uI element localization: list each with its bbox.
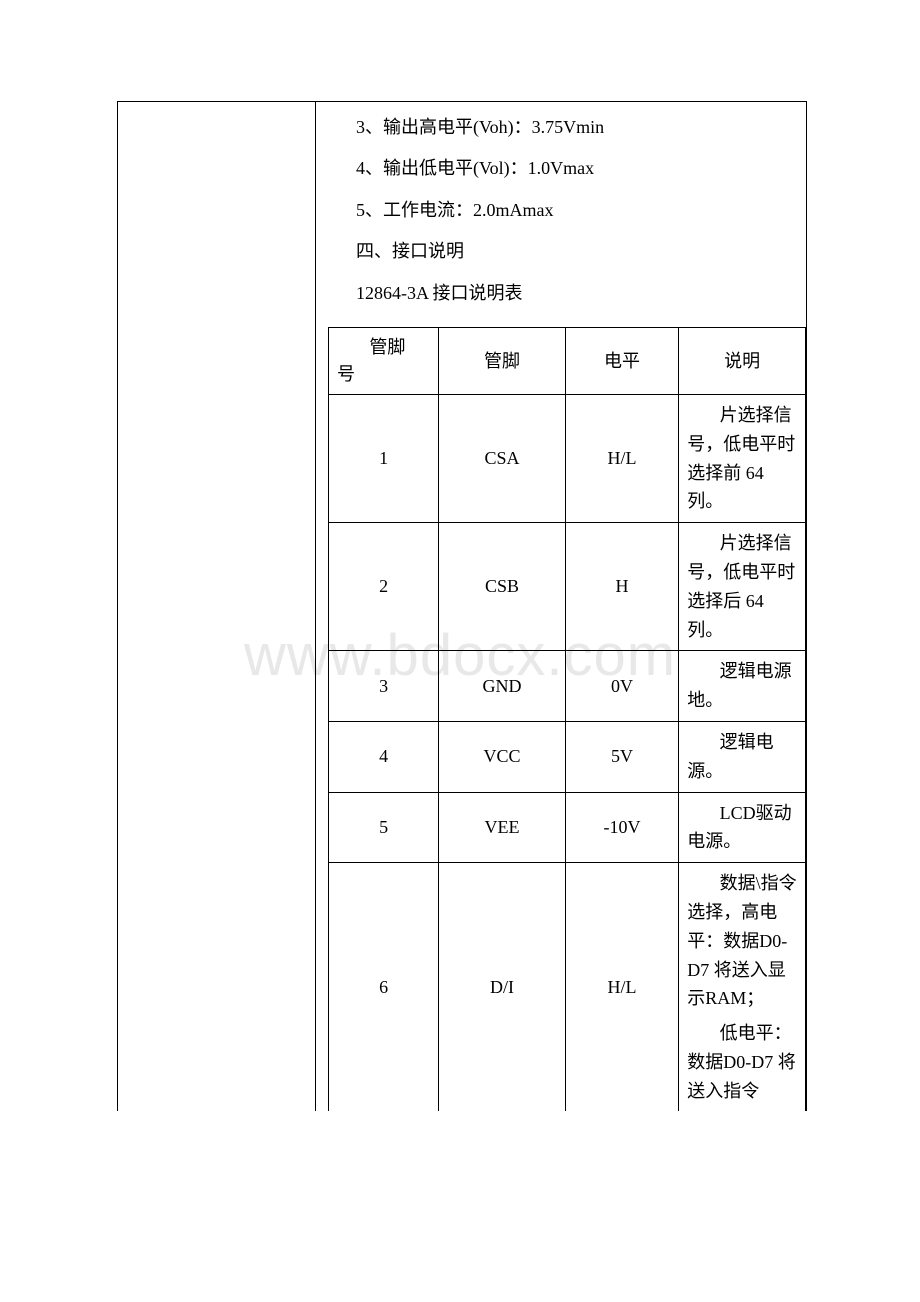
table-row: 6 D/I H/L 数据\指令选择，高电平：数据D0-D7 将送入显示RAM； … bbox=[329, 863, 806, 1112]
cell-pin-name: VCC bbox=[439, 721, 566, 792]
header-pin-no-line1: 管脚 bbox=[337, 334, 430, 361]
section-4-title: 四、接口说明 bbox=[356, 231, 806, 272]
desc-text: 逻辑电源地。 bbox=[687, 657, 797, 715]
cell-desc: LCD驱动电源。 bbox=[679, 792, 806, 863]
cell-level: 0V bbox=[565, 651, 678, 722]
cell-level: H bbox=[565, 523, 678, 651]
table-row: 4 VCC 5V 逻辑电源。 bbox=[329, 721, 806, 792]
cell-desc: 逻辑电源。 bbox=[679, 721, 806, 792]
cell-pin-name: GND bbox=[439, 651, 566, 722]
spec-line-current: 5、工作电流：2.0mAmax bbox=[356, 190, 806, 231]
table-row: 2 CSB H 片选择信号，低电平时选择后 64列。 bbox=[329, 523, 806, 651]
table-row: 1 CSA H/L 片选择信号，低电平时选择前 64列。 bbox=[329, 394, 806, 522]
table-header-row: 管脚 号 管脚 电平 说明 bbox=[329, 327, 806, 394]
cell-pin-no: 2 bbox=[329, 523, 439, 651]
cell-pin-no: 6 bbox=[329, 863, 439, 1112]
cell-level: -10V bbox=[565, 792, 678, 863]
interface-spec-table: 管脚 号 管脚 电平 说明 1 CSA H/L 片选择信号，低电平时选择前 64… bbox=[328, 327, 806, 1112]
cell-level: H/L bbox=[565, 863, 678, 1112]
outer-right-cell: 3、输出高电平(Voh)：3.75Vmin 4、输出低电平(Vol)：1.0Vm… bbox=[316, 102, 807, 1112]
cell-desc: 数据\指令选择，高电平：数据D0-D7 将送入显示RAM； 低电平：数据D0-D… bbox=[679, 863, 806, 1112]
interface-table-title: 12864-3A 接口说明表 bbox=[356, 273, 806, 314]
desc-text: 片选择信号，低电平时选择后 64列。 bbox=[687, 529, 797, 644]
table-row: 5 VEE -10V LCD驱动电源。 bbox=[329, 792, 806, 863]
spec-line-voh: 3、输出高电平(Voh)：3.75Vmin bbox=[356, 107, 806, 148]
cell-pin-name: CSA bbox=[439, 394, 566, 522]
desc-text-p2: 低电平：数据D0-D7 将送入指令 bbox=[687, 1019, 797, 1105]
cell-pin-name: VEE bbox=[439, 792, 566, 863]
desc-text: LCD驱动电源。 bbox=[687, 799, 797, 857]
spec-text-block: 3、输出高电平(Voh)：3.75Vmin 4、输出低电平(Vol)：1.0Vm… bbox=[316, 102, 806, 319]
header-description: 说明 bbox=[679, 327, 806, 394]
cell-desc: 片选择信号，低电平时选择后 64列。 bbox=[679, 523, 806, 651]
header-level: 电平 bbox=[565, 327, 678, 394]
cell-pin-name: D/I bbox=[439, 863, 566, 1112]
cell-desc: 逻辑电源地。 bbox=[679, 651, 806, 722]
table-row: 3 GND 0V 逻辑电源地。 bbox=[329, 651, 806, 722]
cell-desc: 片选择信号，低电平时选择前 64列。 bbox=[679, 394, 806, 522]
outer-left-cell bbox=[118, 102, 316, 1112]
desc-text: 逻辑电源。 bbox=[687, 728, 797, 786]
cell-pin-name: CSB bbox=[439, 523, 566, 651]
header-pin-no-line2: 号 bbox=[337, 364, 355, 384]
cell-pin-no: 1 bbox=[329, 394, 439, 522]
desc-text-p1: 数据\指令选择，高电平：数据D0-D7 将送入显示RAM； bbox=[687, 869, 797, 1013]
cell-pin-no: 5 bbox=[329, 792, 439, 863]
cell-level: H/L bbox=[565, 394, 678, 522]
header-pin-name: 管脚 bbox=[439, 327, 566, 394]
cell-pin-no: 3 bbox=[329, 651, 439, 722]
cell-level: 5V bbox=[565, 721, 678, 792]
header-pin-number: 管脚 号 bbox=[329, 327, 439, 394]
desc-text: 片选择信号，低电平时选择前 64列。 bbox=[687, 401, 797, 516]
spec-line-vol: 4、输出低电平(Vol)：1.0Vmax bbox=[356, 148, 806, 189]
outer-container-table: 3、输出高电平(Voh)：3.75Vmin 4、输出低电平(Vol)：1.0Vm… bbox=[117, 101, 807, 1111]
cell-pin-no: 4 bbox=[329, 721, 439, 792]
